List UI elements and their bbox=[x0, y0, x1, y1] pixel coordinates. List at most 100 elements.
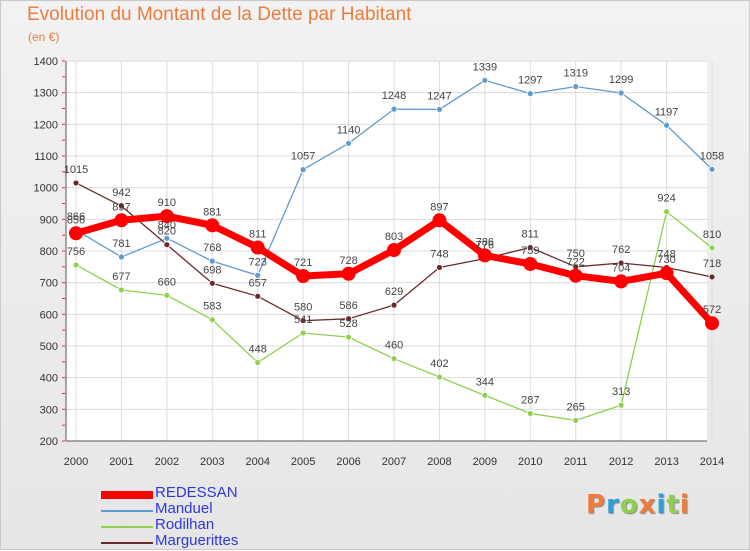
y-tick-label: 400 bbox=[40, 373, 58, 385]
data-label-redessan: 897 bbox=[430, 201, 448, 213]
x-tick-label: 2006 bbox=[336, 456, 360, 468]
data-point-redessan bbox=[250, 240, 265, 255]
data-label-rodilhan: 344 bbox=[476, 376, 494, 388]
data-point-manduel bbox=[118, 253, 125, 261]
data-point-redessan bbox=[477, 248, 492, 263]
data-label-redessan: 730 bbox=[657, 254, 675, 266]
data-label-rodilhan: 460 bbox=[385, 340, 403, 352]
data-point-marguerittes bbox=[708, 273, 716, 281]
data-point-manduel bbox=[208, 257, 216, 265]
x-tick-label: 2012 bbox=[609, 456, 633, 468]
y-tick-label: 1300 bbox=[34, 88, 58, 100]
data-label-marguerittes: 629 bbox=[385, 286, 403, 298]
data-point-manduel bbox=[572, 83, 580, 91]
data-point-rodilhan bbox=[436, 373, 443, 381]
data-label-redessan: 786 bbox=[476, 236, 494, 248]
data-point-rodilhan bbox=[572, 417, 580, 424]
data-point-redessan bbox=[69, 226, 83, 241]
data-label-redessan: 856 bbox=[67, 214, 85, 226]
data-point-manduel bbox=[254, 271, 262, 279]
data-point-marguerittes bbox=[345, 315, 352, 323]
y-tick-label: 200 bbox=[40, 436, 58, 448]
data-label-rodilhan: 528 bbox=[339, 318, 357, 330]
data-point-marguerittes bbox=[390, 301, 398, 309]
data-point-manduel bbox=[299, 166, 307, 174]
data-point-manduel bbox=[617, 89, 625, 97]
data-label-manduel: 1319 bbox=[563, 68, 587, 80]
data-point-redessan bbox=[705, 316, 720, 331]
data-point-marguerittes bbox=[436, 264, 443, 271]
y-tick-label: 300 bbox=[40, 404, 58, 416]
y-tick-label: 800 bbox=[40, 246, 58, 258]
data-label-rodilhan: 313 bbox=[612, 386, 630, 398]
data-point-rodilhan bbox=[663, 208, 670, 216]
data-point-redessan bbox=[296, 269, 311, 284]
data-label-rodilhan: 287 bbox=[521, 394, 539, 406]
y-tick-label: 700 bbox=[40, 278, 58, 290]
data-point-rodilhan bbox=[390, 355, 398, 363]
x-tick-label: 2008 bbox=[427, 456, 451, 468]
data-label-rodilhan: 583 bbox=[203, 301, 221, 313]
data-label-manduel: 1297 bbox=[518, 75, 542, 87]
data-point-rodilhan bbox=[617, 401, 625, 409]
data-label-manduel: 1247 bbox=[427, 90, 451, 102]
data-label-manduel: 840 bbox=[158, 219, 176, 231]
data-label-manduel: 723 bbox=[249, 256, 267, 268]
data-label-redessan: 897 bbox=[112, 201, 130, 213]
y-tick-label: 1100 bbox=[34, 151, 58, 163]
y-tick-label: 500 bbox=[40, 341, 58, 353]
data-label-redessan: 881 bbox=[203, 206, 221, 218]
data-point-manduel bbox=[663, 121, 670, 129]
data-point-rodilhan bbox=[708, 244, 716, 252]
data-point-rodilhan bbox=[118, 286, 125, 294]
data-point-redessan bbox=[568, 268, 583, 283]
data-label-redessan: 704 bbox=[612, 262, 630, 274]
legend-swatch bbox=[101, 542, 153, 544]
x-tick-label: 2005 bbox=[291, 456, 315, 468]
data-label-rodilhan: 810 bbox=[703, 229, 721, 241]
x-tick-label: 2003 bbox=[200, 456, 224, 468]
data-label-marguerittes: 776 bbox=[476, 240, 494, 252]
data-label-rodilhan: 924 bbox=[657, 193, 675, 205]
proxiti-logo: Proxiti bbox=[586, 490, 690, 520]
data-label-manduel: 1299 bbox=[609, 74, 633, 86]
data-point-redessan bbox=[159, 209, 174, 224]
data-label-manduel: 768 bbox=[203, 242, 221, 254]
y-tick-label: 1400 bbox=[34, 56, 58, 68]
data-label-redessan: 811 bbox=[249, 229, 267, 241]
y-tick-label: 900 bbox=[40, 214, 58, 226]
data-label-marguerittes: 657 bbox=[249, 277, 267, 289]
data-label-rodilhan: 265 bbox=[567, 401, 585, 413]
data-label-marguerittes: 586 bbox=[339, 300, 357, 312]
legend-swatch bbox=[101, 491, 153, 499]
data-point-manduel bbox=[390, 105, 398, 113]
x-tick-label: 2007 bbox=[382, 456, 406, 468]
legend-swatch bbox=[101, 526, 153, 528]
data-point-redessan bbox=[614, 274, 629, 289]
data-point-rodilhan bbox=[481, 391, 489, 399]
data-point-rodilhan bbox=[208, 316, 216, 324]
data-label-marguerittes: 820 bbox=[158, 226, 176, 238]
data-point-redessan bbox=[659, 266, 674, 281]
data-label-marguerittes: 1015 bbox=[64, 164, 88, 176]
unit-label: (en €) bbox=[28, 30, 60, 44]
data-point-marguerittes bbox=[617, 259, 625, 267]
x-tick-label: 2013 bbox=[654, 456, 678, 468]
x-tick-label: 2002 bbox=[155, 456, 179, 468]
data-label-manduel: 1057 bbox=[291, 151, 315, 163]
data-label-redessan: 722 bbox=[567, 257, 585, 269]
data-point-marguerittes bbox=[118, 202, 125, 210]
data-label-manduel: 1339 bbox=[473, 61, 497, 73]
data-label-marguerittes: 750 bbox=[567, 248, 585, 260]
data-label-rodilhan: 660 bbox=[158, 276, 176, 288]
x-tick-label: 2000 bbox=[64, 456, 88, 468]
data-point-manduel bbox=[436, 106, 443, 113]
data-point-redessan bbox=[523, 256, 538, 271]
data-label-marguerittes: 580 bbox=[294, 302, 312, 314]
data-point-redessan bbox=[432, 213, 447, 228]
legend-label: REDESSAN bbox=[155, 484, 238, 501]
data-label-marguerittes: 811 bbox=[522, 229, 540, 241]
data-label-redessan: 759 bbox=[521, 245, 539, 257]
